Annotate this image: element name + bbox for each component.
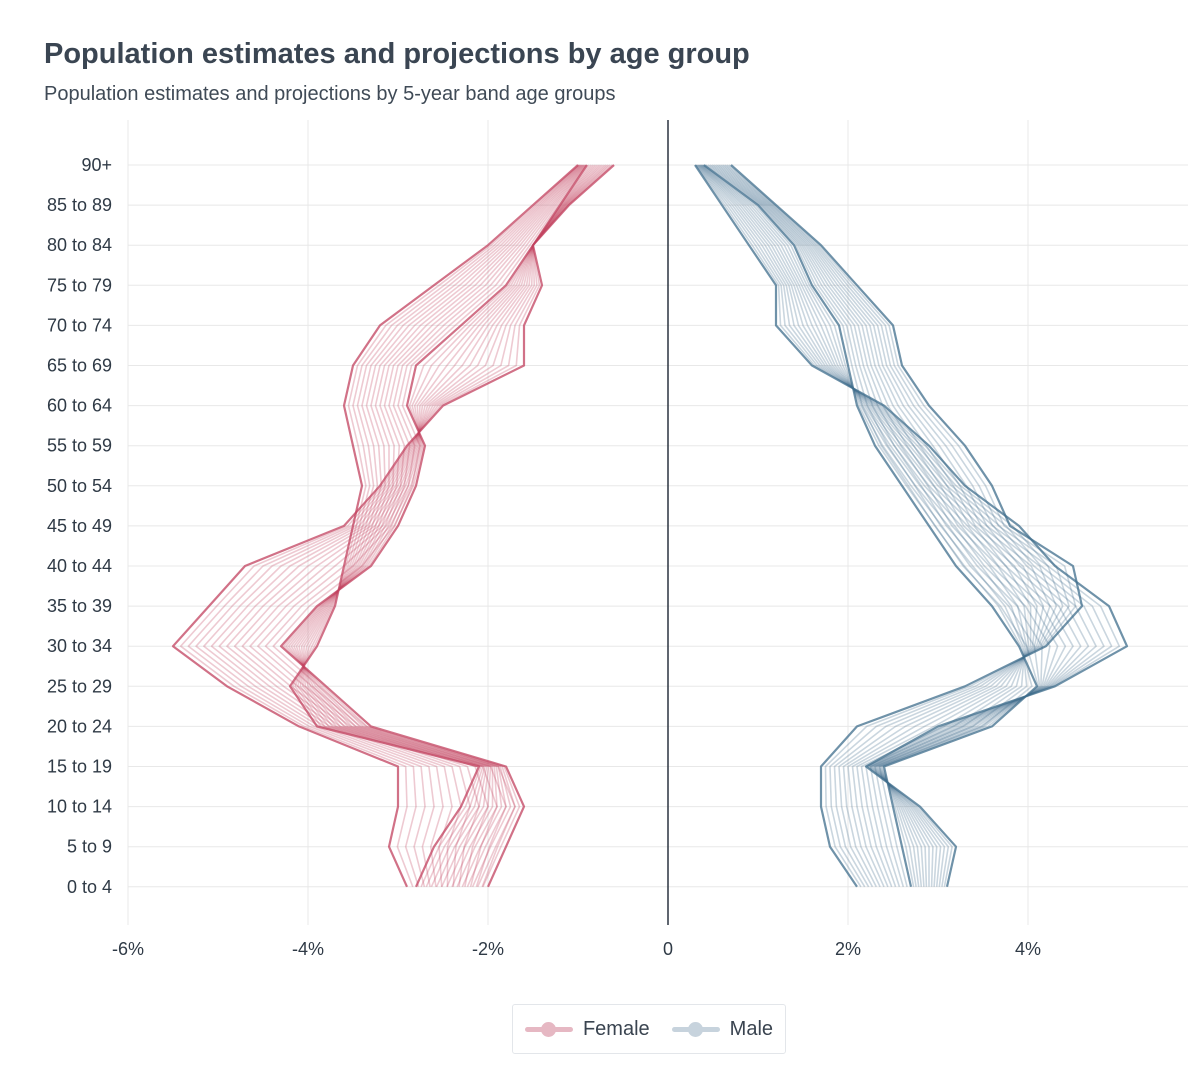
female-year-line [298,164,584,888]
female-year-line [257,164,594,887]
female-series-line [171,164,615,888]
grid-lines [127,120,1188,925]
x-tick-label: 2% [835,939,861,959]
female-year-line [233,164,600,887]
y-tick-label: 55 to 59 [47,436,112,456]
female-year-line [203,164,607,887]
male-year-line [716,164,1038,888]
female-year-line [241,164,598,887]
x-tick-label: 4% [1015,939,1041,959]
male-year-line [709,164,1026,888]
legend-label-male: Male [729,1017,774,1040]
male-year-line [696,164,1105,887]
female-year-line [296,164,581,888]
female-year-line [272,164,590,888]
y-tick-label: 10 to 14 [47,797,112,817]
male-year-line [715,164,1032,888]
male-series-group [694,164,1129,888]
y-tick-label: 85 to 89 [47,195,112,215]
female-series-line [288,164,579,888]
male-series-line [694,164,1129,888]
y-tick-label: 40 to 44 [47,556,112,576]
female-series-group [171,164,615,888]
female-year-line [293,164,585,888]
female-year-line [299,164,582,888]
x-axis-tick-labels: -6% -4% -2% 0 2% 4% [112,939,1041,959]
female-year-line [295,164,584,888]
x-tick-label: -4% [292,939,324,959]
male-year-line [698,164,1082,887]
female-year-line [195,164,609,887]
y-tick-label: 70 to 74 [47,315,112,335]
male-year-line [726,164,1070,888]
male-year-line [699,164,1067,887]
female-year-line [264,164,592,888]
x-tick-label: 0 [663,939,673,959]
female-year-line [287,164,586,888]
y-tick-label: 0 to 4 [67,877,112,897]
male-year-line [702,164,1040,887]
male-year-line [728,164,1077,888]
y-tick-label: 20 to 24 [47,716,112,736]
male-year-line [707,164,1028,888]
male-year-line [720,164,1051,888]
female-series-line [279,164,588,888]
y-tick-label: 5 to 9 [67,837,112,857]
y-axis-tick-labels: 0 to 4 5 to 9 10 to 14 15 to 19 20 to 24 25 t… [47,155,112,897]
female-year-line [302,164,582,888]
male-year-line [705,164,1033,887]
male-year-line [698,164,1074,887]
female-year-line [179,164,613,888]
female-year-line [226,164,602,887]
female-year-line [294,164,580,888]
male-series-line [703,164,1039,888]
female-year-line [210,164,605,887]
y-tick-label: 90+ [81,155,112,175]
female-year-line [291,164,580,888]
male-year-line [702,164,1041,887]
legend-item-female[interactable]: Female [524,1017,650,1041]
male-year-line [701,164,1043,887]
x-tick-label: -2% [472,939,504,959]
male-swatch-icon [671,1022,720,1037]
y-tick-label: 80 to 84 [47,235,112,255]
y-tick-label: 65 to 69 [47,356,112,376]
legend-label-female: Female [582,1017,650,1040]
female-year-line [218,164,603,887]
y-tick-label: 50 to 54 [47,476,112,496]
y-tick-label: 25 to 29 [47,676,112,696]
chart-subtitle: Population estimates and projections by … [44,83,616,105]
y-tick-label: 75 to 79 [47,275,112,295]
y-tick-label: 45 to 49 [47,516,112,536]
y-tick-label: 35 to 39 [47,596,112,616]
y-tick-label: 15 to 19 [47,757,112,777]
male-year-line [718,164,1045,888]
male-series-line [730,164,1084,888]
male-year-line [700,164,1059,887]
female-year-line [285,164,587,888]
female-year-line [300,164,583,888]
female-year-line [290,164,586,888]
male-year-line [722,164,1058,888]
male-year-line [697,164,1090,887]
male-year-line [700,164,1051,887]
male-year-line [724,164,1064,888]
male-year-line [695,164,1113,887]
male-year-line [696,164,1097,887]
legend: Female Male [512,1004,786,1054]
female-swatch-icon [524,1022,573,1037]
x-tick-label: -6% [112,939,144,959]
y-tick-label: 30 to 34 [47,636,112,656]
chart-title: Population estimates and projections by … [44,38,750,70]
male-year-line [713,164,1030,888]
y-tick-label: 60 to 64 [47,396,112,416]
pyramid-chart: 0 to 4 5 to 9 10 to 14 15 to 19 20 to 24 25 t… [47,120,1188,959]
female-year-line [187,164,611,888]
legend-item-male[interactable]: Male [671,1017,774,1041]
